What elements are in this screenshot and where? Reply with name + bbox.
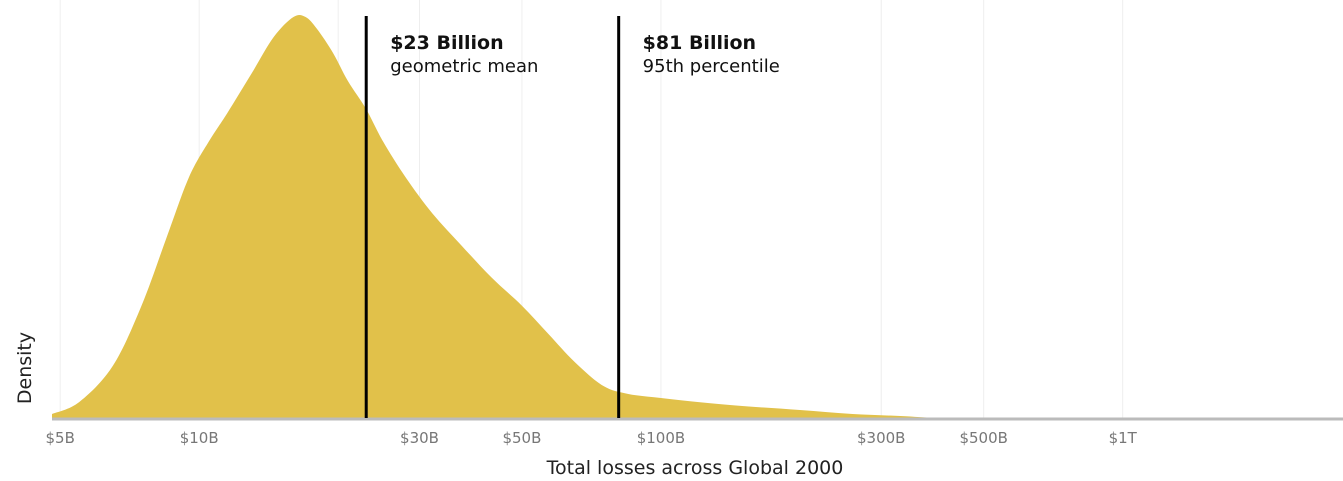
density-area bbox=[52, 14, 1343, 418]
annotation-label: geometric mean bbox=[390, 56, 538, 77]
x-axis-ticks: $5B $10B $30B $50B $100B $300B $500B $1T bbox=[45, 429, 1137, 447]
annotation-value: $81 Billion bbox=[643, 32, 756, 54]
x-tick-label: $500B bbox=[959, 429, 1007, 447]
y-axis-title: Density bbox=[14, 332, 36, 404]
x-tick-label: $1T bbox=[1109, 429, 1138, 447]
x-tick-label: $10B bbox=[180, 429, 219, 447]
x-axis-title: Total losses across Global 2000 bbox=[546, 457, 844, 479]
x-tick-label: $100B bbox=[637, 429, 685, 447]
annotation-label: 95th percentile bbox=[643, 56, 780, 77]
x-tick-label: $50B bbox=[502, 429, 541, 447]
x-tick-label: $300B bbox=[857, 429, 905, 447]
x-tick-label: $5B bbox=[45, 429, 74, 447]
x-tick-label: $30B bbox=[400, 429, 439, 447]
annotation-value: $23 Billion bbox=[390, 32, 503, 54]
